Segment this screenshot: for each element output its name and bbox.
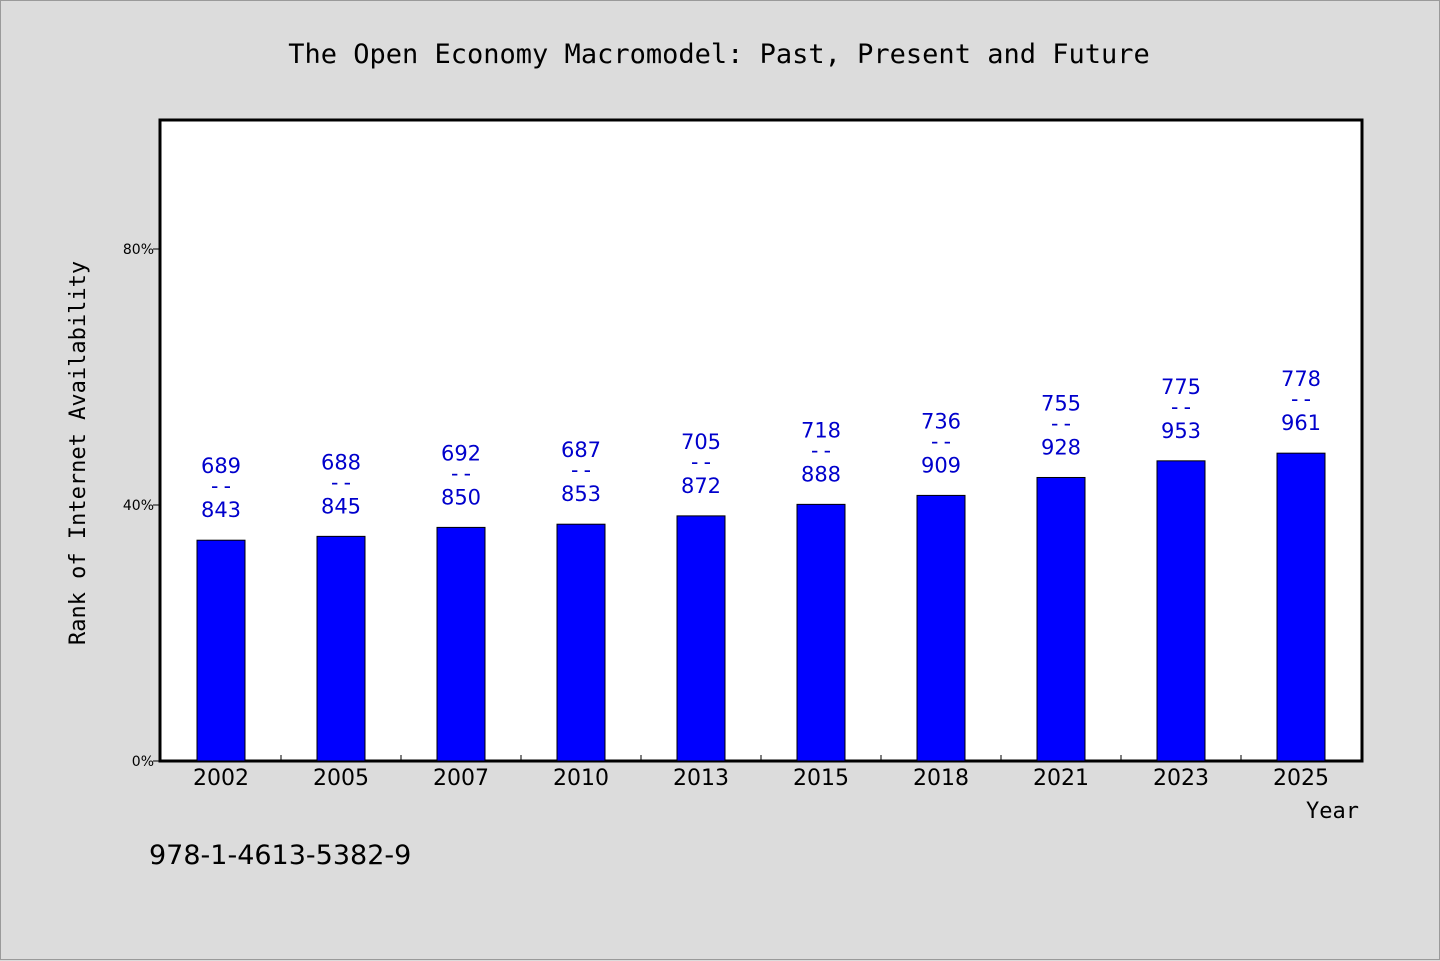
bar-2010 <box>556 523 606 762</box>
x-tick-label: 2007 <box>433 766 489 791</box>
x-tick-label: 2023 <box>1153 766 1209 791</box>
y-tick-label: 0% <box>132 754 154 770</box>
bar-label-separator: -- <box>928 429 953 453</box>
bar-2015 <box>796 503 846 762</box>
bar-2021 <box>1036 476 1086 762</box>
bar-label-top: 687 <box>561 438 601 462</box>
y-axis: 0% 40% 80% <box>123 242 161 770</box>
bar-label-bottom: 843 <box>201 498 241 522</box>
bar-label-separator: -- <box>1288 387 1313 411</box>
bar-labels: 689--843688--845692--850687--853705--872… <box>201 367 1321 522</box>
x-tick-label: 2025 <box>1273 766 1329 791</box>
bars <box>196 452 1326 762</box>
bar-label-top: 755 <box>1041 391 1081 415</box>
bar-2023 <box>1156 460 1206 762</box>
bar-label-top: 692 <box>441 441 481 465</box>
x-tick-label: 2002 <box>193 766 249 791</box>
bar-label-bottom: 888 <box>801 462 841 486</box>
bar-label-top: 705 <box>681 430 721 454</box>
x-tick-label: 2021 <box>1033 766 1089 791</box>
x-tick-label: 2010 <box>553 766 609 791</box>
y-axis-label: Rank of Internet Availability <box>66 261 91 645</box>
bar-label-bottom: 853 <box>561 482 601 506</box>
bar-label-bottom: 845 <box>321 494 361 518</box>
bar-label-bottom: 872 <box>681 474 721 498</box>
bar-label-separator: -- <box>208 474 233 498</box>
footer-isbn: 978-1-4613-5382-9 <box>149 840 411 871</box>
bar-2018 <box>916 494 966 762</box>
bar-label-top: 718 <box>801 418 841 442</box>
bar-label-separator: -- <box>568 458 593 482</box>
bar-label-bottom: 928 <box>1041 435 1081 459</box>
bar-label-bottom: 909 <box>921 453 961 477</box>
bar-label-top: 689 <box>201 454 241 478</box>
bar-2013 <box>676 515 726 762</box>
bar-label-separator: -- <box>688 450 713 474</box>
bar-label-separator: -- <box>448 461 473 485</box>
x-tick-label: 2013 <box>673 766 729 791</box>
y-tick-label: 40% <box>123 498 154 514</box>
bar-label-top: 688 <box>321 450 361 474</box>
bar-label-top: 775 <box>1161 375 1201 399</box>
bar-2007 <box>436 526 486 762</box>
x-axis-label: Year <box>1306 799 1359 824</box>
bar-2002 <box>196 539 246 762</box>
bar-label-bottom: 953 <box>1161 419 1201 443</box>
bar-label-separator: -- <box>328 470 353 494</box>
bar-label-bottom: 961 <box>1281 411 1321 435</box>
bar-label-bottom: 850 <box>441 485 481 509</box>
x-tick-label: 2018 <box>913 766 969 791</box>
x-tick-label: 2015 <box>793 766 849 791</box>
bar-label-top: 778 <box>1281 367 1321 391</box>
bar-label-separator: -- <box>808 438 833 462</box>
bar-2005 <box>316 535 366 762</box>
y-tick-label: 80% <box>123 242 154 258</box>
chart-title: The Open Economy Macromodel: Past, Prese… <box>288 39 1150 70</box>
x-tick-label: 2005 <box>313 766 369 791</box>
bar-label-separator: -- <box>1168 395 1193 419</box>
bar-2025 <box>1276 452 1326 762</box>
bar-label-separator: -- <box>1048 411 1073 435</box>
bar-label-top: 736 <box>921 409 961 433</box>
x-axis: 2002 2005 2007 2010 2013 2015 2018 2021 2023 2025 <box>193 755 1329 791</box>
